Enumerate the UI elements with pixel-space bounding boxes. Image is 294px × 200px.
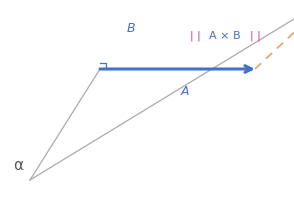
Text: B: B [127,22,135,35]
Text: A: A [181,85,190,98]
Text: α: α [13,158,23,173]
Text: A × B: A × B [209,31,241,41]
Text: | |: | | [250,31,260,41]
Text: | |: | | [190,31,201,41]
